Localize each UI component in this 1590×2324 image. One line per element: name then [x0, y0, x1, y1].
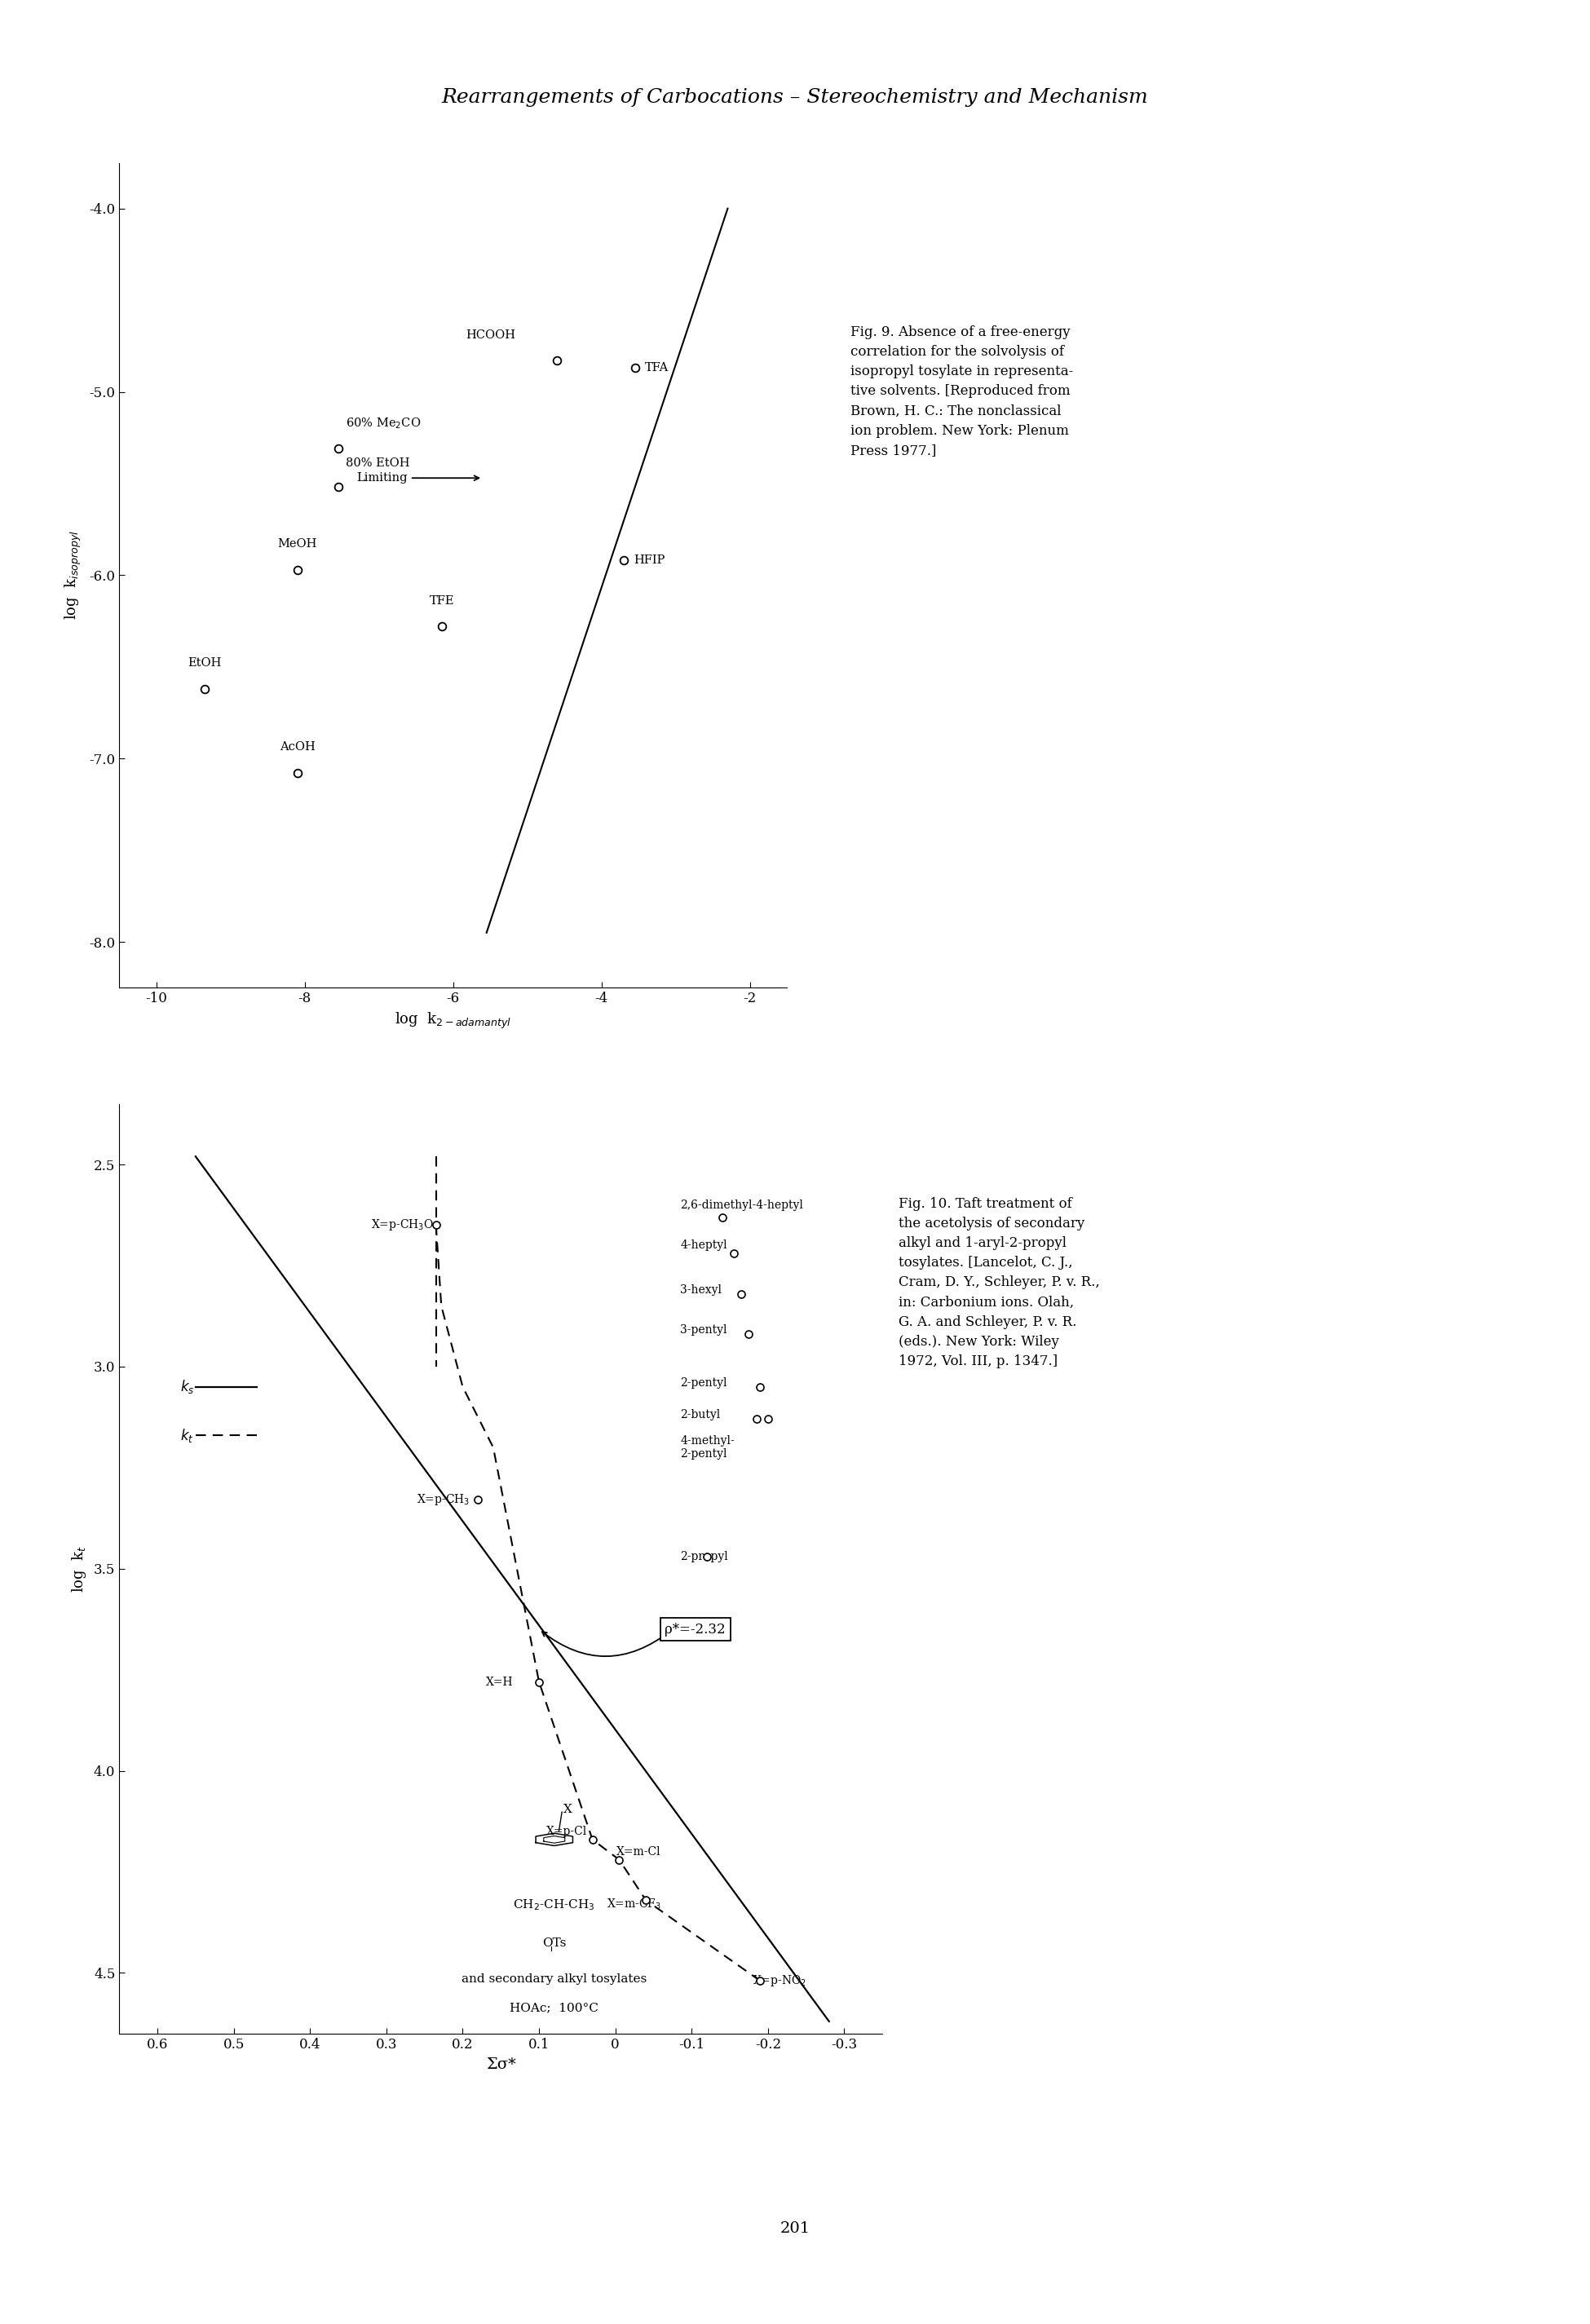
Text: X: X: [563, 1803, 572, 1815]
Text: OTs: OTs: [542, 1938, 566, 1948]
Text: TFA: TFA: [644, 363, 668, 374]
Text: Rearrangements of Carbocations – Stereochemistry and Mechanism: Rearrangements of Carbocations – Stereoc…: [442, 88, 1148, 107]
Text: X=p-CH$_3$: X=p-CH$_3$: [417, 1492, 471, 1508]
Text: X=p-Cl: X=p-Cl: [547, 1827, 588, 1836]
Text: EtOH: EtOH: [188, 658, 221, 669]
Text: Fig. 9. Absence of a free-energy
correlation for the solvolysis of
isopropyl tos: Fig. 9. Absence of a free-energy correla…: [851, 325, 1073, 458]
Y-axis label: log  k$_t$: log k$_t$: [70, 1545, 87, 1592]
Text: 2-propyl: 2-propyl: [681, 1550, 728, 1562]
Text: AcOH: AcOH: [280, 741, 315, 753]
Text: X=H: X=H: [485, 1676, 514, 1687]
Text: X=p-NO$_2$: X=p-NO$_2$: [752, 1973, 806, 1989]
Text: MeOH: MeOH: [278, 539, 316, 548]
Text: ρ*=-2.32: ρ*=-2.32: [665, 1622, 725, 1636]
Text: $k_t$: $k_t$: [180, 1427, 194, 1443]
Text: 4-heptyl: 4-heptyl: [681, 1239, 727, 1250]
Text: and secondary alkyl tosylates: and secondary alkyl tosylates: [461, 1973, 647, 1985]
Text: TFE: TFE: [429, 595, 455, 607]
Text: $k_s$: $k_s$: [180, 1378, 194, 1394]
Text: CH$_2$-CH-CH$_3$: CH$_2$-CH-CH$_3$: [514, 1899, 595, 1913]
Text: HOAc;  100°C: HOAc; 100°C: [510, 2001, 599, 2013]
Text: 3-hexyl: 3-hexyl: [681, 1285, 722, 1294]
X-axis label: Σσ*: Σσ*: [487, 2057, 515, 2071]
Text: 2-butyl: 2-butyl: [681, 1408, 720, 1420]
Text: 60% Me$_2$CO: 60% Me$_2$CO: [345, 416, 421, 430]
Text: HCOOH: HCOOH: [466, 330, 515, 342]
Text: 2,6-dimethyl-4-heptyl: 2,6-dimethyl-4-heptyl: [681, 1199, 803, 1211]
X-axis label: log  k$_{2-adamantyl}$: log k$_{2-adamantyl}$: [394, 1011, 512, 1032]
Text: 4-methyl-
2-pentyl: 4-methyl- 2-pentyl: [681, 1436, 735, 1459]
Text: 2-pentyl: 2-pentyl: [681, 1378, 727, 1387]
Text: X=m-Cl: X=m-Cl: [617, 1845, 661, 1857]
Text: 3-pentyl: 3-pentyl: [681, 1325, 727, 1336]
Text: X=p-CH$_3$O: X=p-CH$_3$O: [370, 1218, 434, 1232]
Text: Fig. 10. Taft treatment of
the acetolysis of secondary
alkyl and 1-aryl-2-propyl: Fig. 10. Taft treatment of the acetolysi…: [898, 1197, 1100, 1369]
Y-axis label: log  k$_{isopropyl}$: log k$_{isopropyl}$: [64, 530, 83, 621]
Text: HFIP: HFIP: [633, 555, 665, 567]
Text: Limiting: Limiting: [356, 472, 479, 483]
Text: 80% EtOH: 80% EtOH: [345, 458, 410, 469]
Text: 201: 201: [779, 2222, 811, 2236]
Text: X=m-CF$_3$: X=m-CF$_3$: [606, 1896, 661, 1910]
